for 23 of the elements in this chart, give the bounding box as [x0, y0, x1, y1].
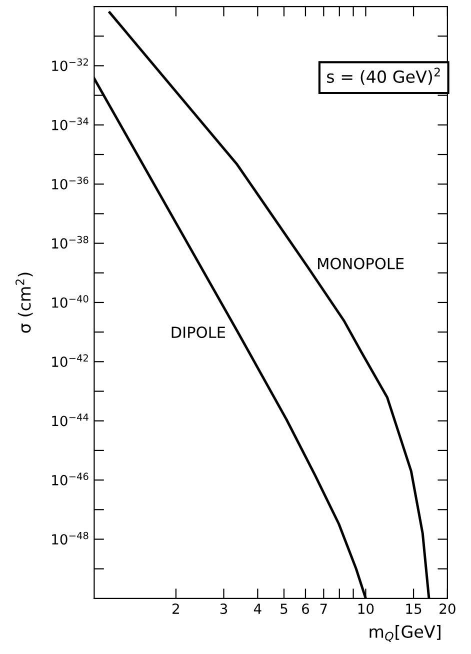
x-axis-title: m$_{Q}$[GeV] [370, 625, 440, 642]
x-tick-label: 6 [302, 604, 310, 614]
y-axis-title: σ (cm$^{2}$) [16, 272, 33, 333]
y-tick-label: 10$^{−48}$ [52, 532, 88, 545]
y-tick-label: 10$^{−38}$ [52, 236, 88, 249]
y-tick-label: 10$^{−34}$ [52, 118, 88, 130]
series-label: DIPOLE [172, 326, 226, 338]
x-tick-label: 15 [406, 604, 422, 614]
annotation: s = (40 GeV)$^{2}$ [327, 68, 440, 85]
y-tick-label: 10$^{−36}$ [52, 176, 88, 190]
x-tick-label: 5 [280, 604, 288, 614]
y-tick-label: 10$^{−40}$ [52, 295, 88, 308]
x-tick-label: 2 [172, 604, 179, 614]
y-tick-label: 10$^{−42}$ [52, 354, 88, 368]
legend-label: MONOPOLE [318, 258, 404, 270]
x-tick-label: 3 [220, 604, 228, 614]
y-tick-label: 10$^{−46}$ [52, 472, 88, 486]
x-tick-label: 20 [440, 604, 456, 614]
x-tick-label: 4 [254, 604, 262, 614]
y-tick-label: 10$^{−44}$ [52, 414, 88, 426]
y-tick-label: 10$^{−32}$ [52, 58, 88, 72]
x-tick-label: 10 [358, 604, 374, 614]
x-tick-label: 7 [320, 604, 327, 614]
